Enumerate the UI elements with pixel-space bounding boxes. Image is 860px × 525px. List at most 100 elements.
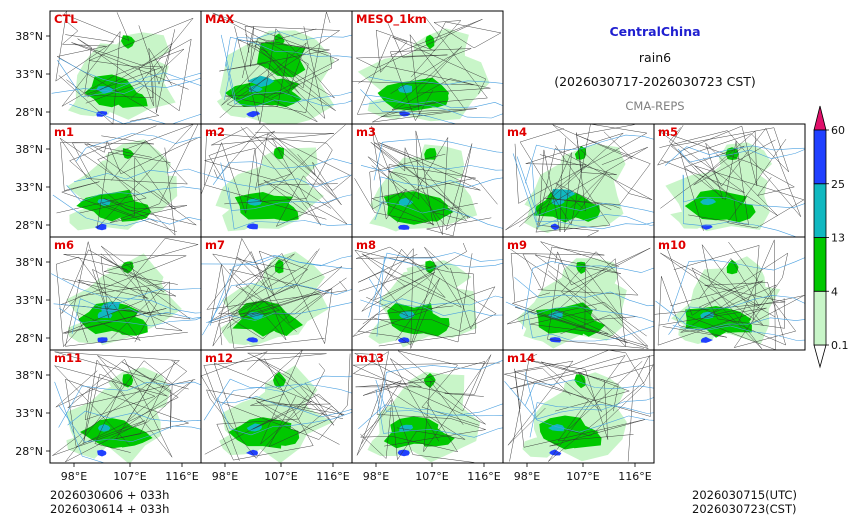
panel-label: m6 xyxy=(54,238,74,252)
river-line xyxy=(531,163,654,230)
province-boundary xyxy=(204,393,344,455)
map-panel xyxy=(503,237,654,350)
province-boundary xyxy=(659,127,802,217)
river-line xyxy=(505,301,654,323)
river-line xyxy=(224,31,352,101)
province-boundary xyxy=(356,386,466,461)
panel-label: CTL xyxy=(54,12,78,26)
province-boundary xyxy=(535,145,611,233)
province-boundary xyxy=(389,48,472,122)
moderate-rain-area xyxy=(416,317,450,337)
province-boundary xyxy=(691,258,785,329)
map-panel xyxy=(352,350,503,463)
river-line xyxy=(362,100,503,109)
panel-label: m7 xyxy=(205,238,225,252)
river-line xyxy=(209,254,352,326)
light-rain-area xyxy=(708,256,766,295)
moderate-rain-area xyxy=(119,201,152,222)
very-heavy-rain-area xyxy=(246,223,258,230)
colorbar-min-extension xyxy=(813,344,827,369)
heavy-rain-area xyxy=(101,301,121,314)
province-boundary xyxy=(61,245,166,317)
very-heavy-rain-area xyxy=(549,449,562,456)
moderate-rain-area xyxy=(266,201,299,222)
river-line xyxy=(368,278,503,317)
province-boundary xyxy=(352,350,500,426)
province-boundary xyxy=(511,251,639,344)
province-boundary xyxy=(83,359,156,443)
province-boundary xyxy=(534,254,647,349)
map-panel xyxy=(50,237,201,350)
river-line xyxy=(51,273,201,314)
moderate-rain-area xyxy=(725,147,739,160)
map-panel xyxy=(352,11,503,124)
river-line xyxy=(58,307,201,327)
moderate-rain-area xyxy=(121,261,134,274)
panel-label: m8 xyxy=(356,238,376,252)
river-line xyxy=(677,148,805,163)
province-boundary xyxy=(654,282,787,346)
province-boundary xyxy=(115,360,188,440)
province-boundary xyxy=(201,130,275,214)
colorbar-max-extension xyxy=(813,105,827,131)
map-panel xyxy=(352,237,503,350)
province-boundary xyxy=(423,354,492,453)
river-line xyxy=(664,145,805,166)
province-boundary xyxy=(240,126,352,226)
province-boundary xyxy=(509,353,609,462)
lat-tick-label: 33°N xyxy=(15,181,43,194)
river-line xyxy=(202,173,352,188)
panel-label: m5 xyxy=(658,125,678,139)
province-boundary xyxy=(410,20,502,78)
province-boundary xyxy=(669,127,778,216)
river-line xyxy=(221,396,352,418)
region-title: CentralChina xyxy=(609,24,701,39)
province-boundary xyxy=(103,124,199,224)
province-boundary xyxy=(221,34,336,123)
province-boundary xyxy=(370,137,462,235)
map-panel xyxy=(201,11,352,124)
map-panel xyxy=(50,350,201,463)
river-line xyxy=(379,360,503,413)
province-boundary xyxy=(657,276,767,346)
moderate-rain-area xyxy=(574,374,586,389)
province-boundary xyxy=(506,247,651,325)
river-line xyxy=(368,76,503,86)
province-boundary xyxy=(69,125,197,226)
panel-label: m12 xyxy=(205,351,233,365)
panel-label: m10 xyxy=(658,238,686,252)
province-boundary xyxy=(536,124,653,230)
river-line xyxy=(225,61,352,107)
river-line xyxy=(202,283,352,336)
heavy-rain-area xyxy=(398,197,414,206)
river-line xyxy=(375,379,503,416)
province-boundary xyxy=(212,237,332,347)
moderate-rain-area xyxy=(113,427,153,448)
lat-tick-label: 38°N xyxy=(15,256,43,269)
moderate-rain-area xyxy=(266,87,302,108)
river-line xyxy=(52,194,201,227)
river-line xyxy=(54,381,106,463)
river-line xyxy=(58,57,201,85)
river-line xyxy=(373,138,503,181)
lon-tick-label: 107°E xyxy=(264,470,297,483)
very-heavy-rain-area xyxy=(95,223,107,231)
lon-tick-label: 98°E xyxy=(514,470,540,483)
river-line xyxy=(69,103,201,124)
panel-frame xyxy=(653,236,806,351)
colorbar-segment xyxy=(813,237,827,292)
province-boundary xyxy=(380,16,488,118)
map-panel xyxy=(654,237,805,350)
river-line xyxy=(360,295,503,307)
lon-tick-label: 116°E xyxy=(618,470,651,483)
province-boundary xyxy=(667,241,797,348)
heavy-rain-area xyxy=(700,198,717,206)
lon-tick-label: 107°E xyxy=(415,470,448,483)
river-line xyxy=(368,252,503,318)
province-boundary xyxy=(227,248,320,329)
province-boundary xyxy=(504,355,651,462)
heavy-rain-area xyxy=(248,85,263,93)
province-boundary xyxy=(62,241,188,347)
colorbar-tick-label: 25 xyxy=(831,178,845,191)
very-heavy-rain-area xyxy=(97,449,107,457)
